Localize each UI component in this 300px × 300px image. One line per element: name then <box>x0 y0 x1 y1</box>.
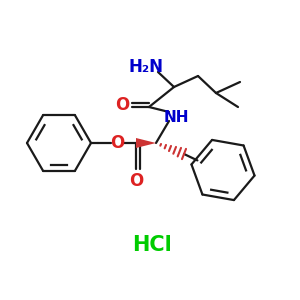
Text: O: O <box>115 96 129 114</box>
Text: O: O <box>110 134 124 152</box>
Text: HCl: HCl <box>132 235 172 255</box>
Text: H₂N: H₂N <box>128 58 164 76</box>
Text: O: O <box>129 172 143 190</box>
Text: NH: NH <box>163 110 189 124</box>
Polygon shape <box>136 138 156 148</box>
